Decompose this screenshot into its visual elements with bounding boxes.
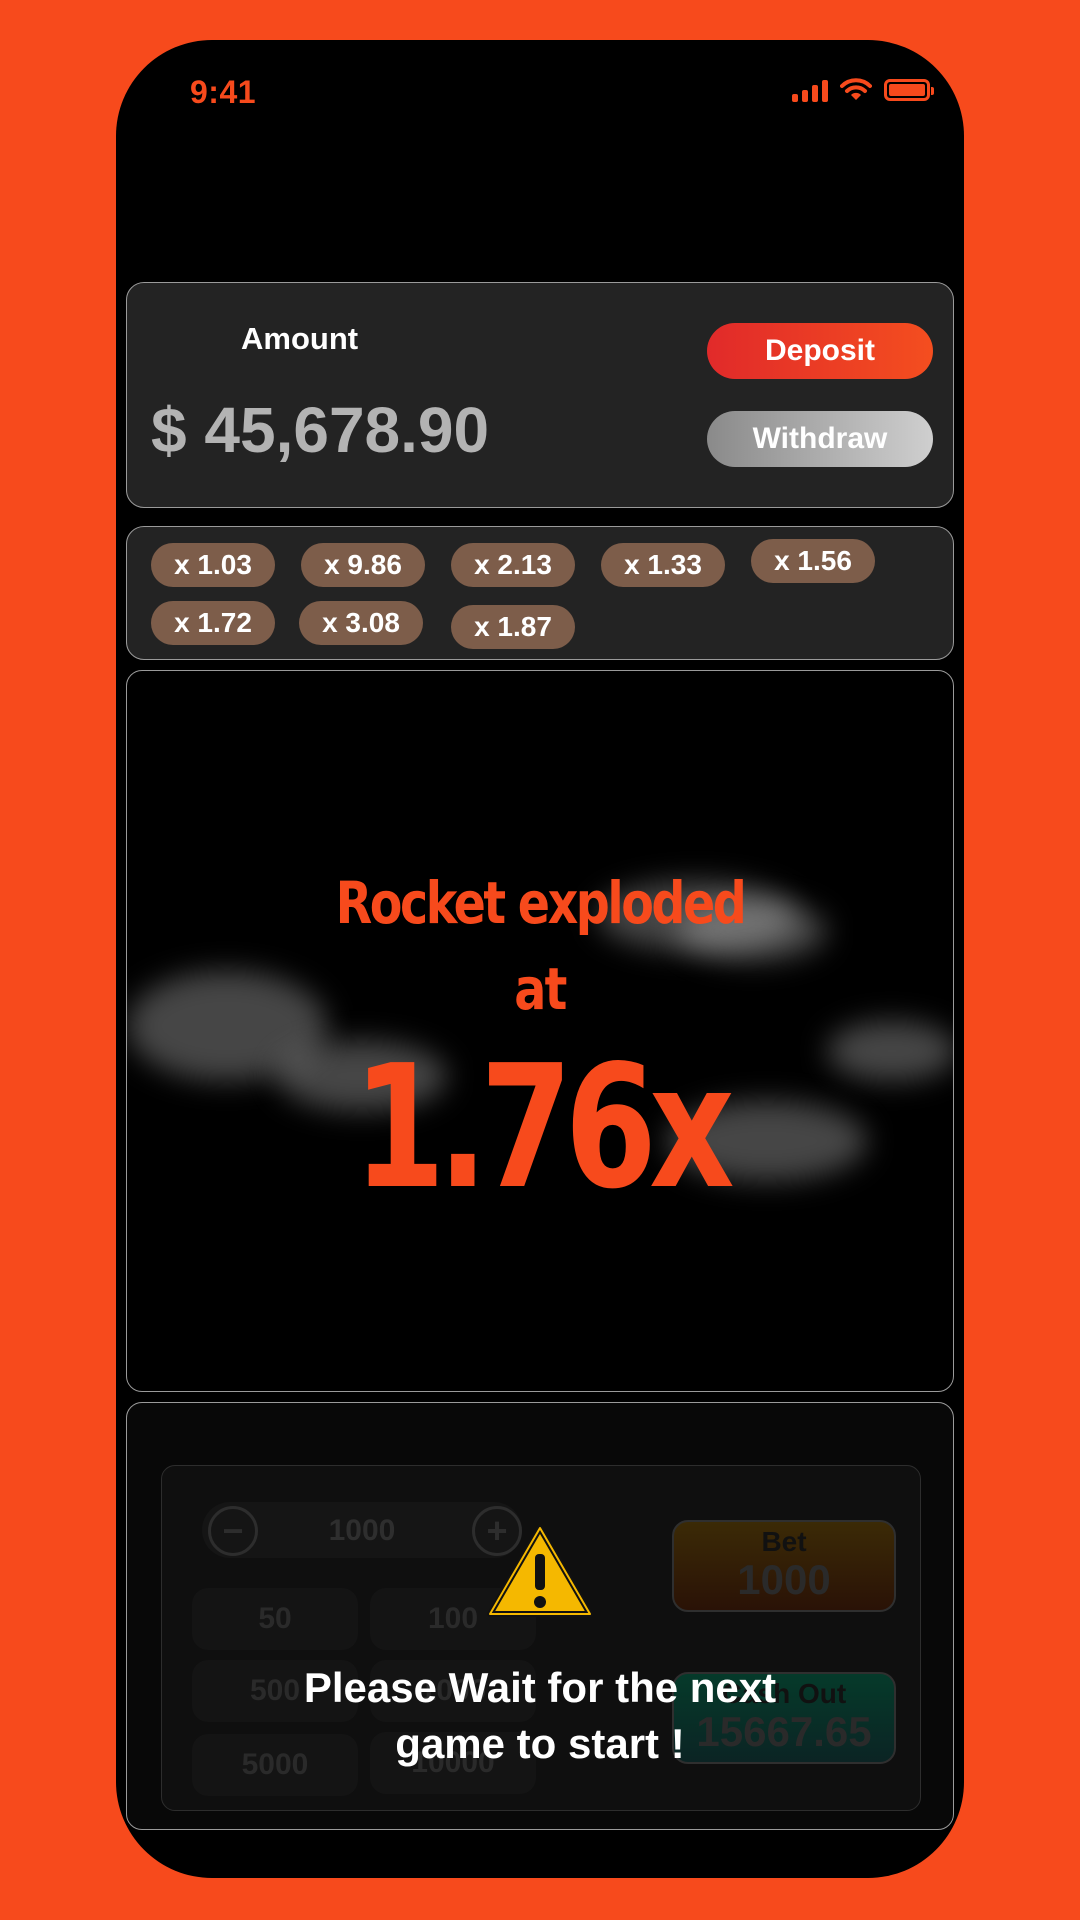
crash-multiplier: 1.76x [353, 1029, 734, 1227]
history-chip: x 1.56 [751, 539, 875, 583]
history-chip: x 1.72 [151, 601, 275, 645]
cloud [827, 1021, 953, 1081]
cashout-button-value: 15667.65 [696, 1708, 872, 1755]
bet-panel: − 1000 + 50 100 500 1000 5000 10000 Bet … [126, 1402, 954, 1830]
amount-value: $ 45,678.90 [151, 394, 490, 466]
warning-icon [487, 1525, 593, 1617]
history-chip: x 2.13 [451, 543, 575, 587]
history-chip: x 1.87 [451, 605, 575, 649]
wait-message: Please Wait for the next game to start ! [116, 1660, 964, 1772]
cloud [677, 901, 827, 961]
wifi-icon [840, 78, 872, 100]
bet-button-label: Bet [761, 1526, 807, 1557]
history-chip: x 1.03 [151, 543, 275, 587]
bet-button[interactable]: Bet 1000 [672, 1520, 896, 1612]
status-time: 9:41 [190, 74, 257, 110]
multiplier-history: x 1.03 x 9.86 x 2.13 x 1.33 x 1.56 x 1.7… [126, 526, 954, 660]
cloud [277, 1041, 447, 1111]
result-title: Rocket exploded [335, 869, 747, 937]
amount-label: Amount [241, 321, 359, 356]
phone-frame: 9:41 Amount $ 45,678.90 Deposit Withdraw… [116, 40, 964, 1878]
wallet-card: Amount $ 45,678.90 Deposit Withdraw [126, 282, 954, 508]
stepper-value: 1000 [328, 1514, 396, 1547]
result-subtitle: at [514, 955, 567, 1023]
preset-button[interactable]: 5000 [192, 1734, 358, 1796]
history-chip: x 1.33 [601, 543, 725, 587]
history-chip: x 3.08 [299, 601, 423, 645]
signal-icon [792, 78, 828, 102]
cloud [597, 881, 797, 951]
preset-button[interactable]: 500 [192, 1660, 358, 1722]
preset-button[interactable]: 10000 [370, 1732, 536, 1794]
bet-controls: − 1000 + 50 100 500 1000 5000 10000 Bet … [161, 1465, 921, 1811]
wait-message-line1: Please Wait for the next [303, 1664, 777, 1711]
status-icons [792, 78, 934, 102]
preset-button[interactable]: 1000 [370, 1660, 536, 1722]
minus-icon[interactable]: − [208, 1506, 258, 1556]
preset-button[interactable]: 50 [192, 1588, 358, 1650]
bet-stepper[interactable]: − 1000 + [202, 1502, 522, 1558]
bet-button-value: 1000 [737, 1556, 831, 1603]
game-stage: Rocket exploded at 1.76x [126, 670, 954, 1392]
withdraw-button[interactable]: Withdraw [707, 411, 933, 467]
battery-icon [884, 79, 934, 101]
deposit-button[interactable]: Deposit [707, 323, 933, 379]
cloud [667, 1101, 867, 1181]
plus-icon[interactable]: + [472, 1506, 522, 1556]
wait-message-line2: game to start ! [395, 1720, 685, 1767]
cloud [127, 971, 327, 1081]
history-chip: x 9.86 [301, 543, 425, 587]
cashout-button[interactable]: Cash Out 15667.65 [672, 1672, 896, 1764]
cashout-button-label: Cash Out [721, 1678, 847, 1709]
